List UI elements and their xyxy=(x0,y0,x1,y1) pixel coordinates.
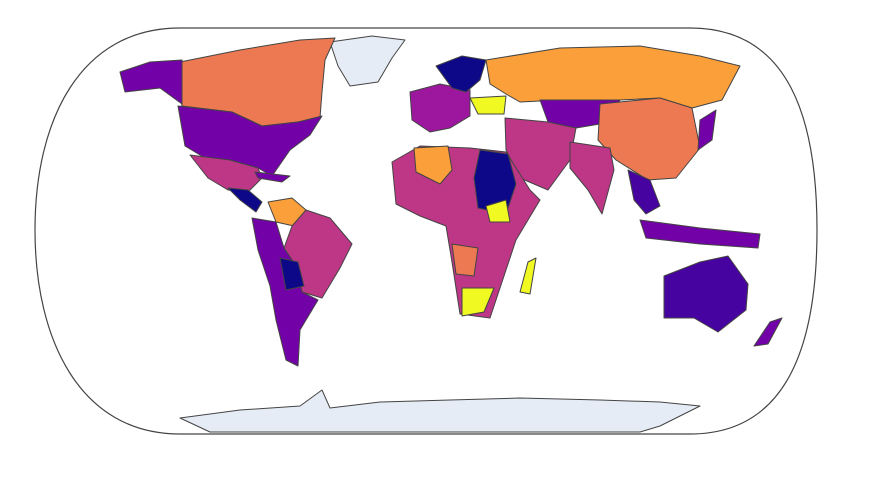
australia xyxy=(663,255,749,333)
india xyxy=(569,141,615,215)
antarctica xyxy=(179,389,701,433)
new-zealand xyxy=(753,317,783,347)
madagascar xyxy=(519,257,537,295)
ethiopia xyxy=(485,199,511,223)
caribbean xyxy=(254,171,291,183)
algeria xyxy=(413,145,453,185)
japan xyxy=(697,109,717,151)
countries xyxy=(119,35,783,433)
mexico xyxy=(189,154,263,193)
indonesia xyxy=(639,219,761,249)
scandinavia xyxy=(435,55,487,93)
western-europe xyxy=(409,83,471,133)
andean-south-america xyxy=(251,217,319,367)
greenland xyxy=(329,35,406,87)
alaska xyxy=(119,59,183,105)
southeast-asia xyxy=(627,169,661,215)
ukraine xyxy=(469,95,507,115)
central-america xyxy=(227,187,263,213)
south-africa xyxy=(461,287,495,317)
bolivia xyxy=(279,257,305,291)
central-africa xyxy=(451,243,479,277)
